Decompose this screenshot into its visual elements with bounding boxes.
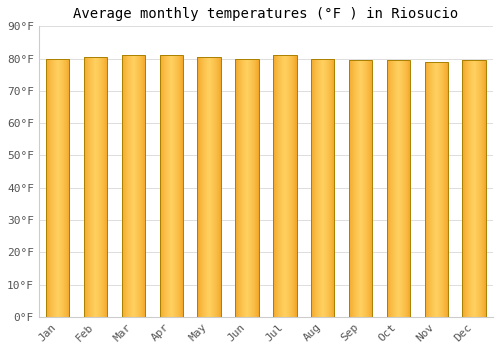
Bar bbox=[122, 55, 145, 317]
Bar bbox=[198, 57, 221, 317]
Bar bbox=[424, 62, 448, 317]
Title: Average monthly temperatures (°F ) in Riosucio: Average monthly temperatures (°F ) in Ri… bbox=[74, 7, 458, 21]
Bar bbox=[311, 58, 334, 317]
Bar bbox=[160, 55, 183, 317]
Bar bbox=[386, 60, 410, 317]
Bar bbox=[84, 57, 108, 317]
Bar bbox=[273, 55, 296, 317]
Bar bbox=[236, 58, 258, 317]
Bar bbox=[462, 60, 486, 317]
Bar bbox=[349, 60, 372, 317]
Bar bbox=[46, 58, 70, 317]
